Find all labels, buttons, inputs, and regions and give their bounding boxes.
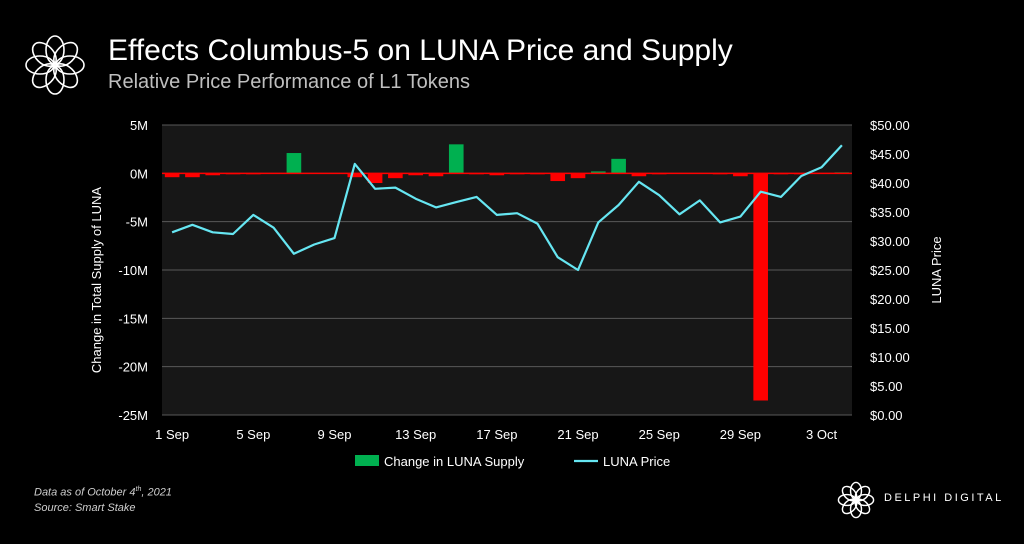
right-tick-label: $15.00 (870, 321, 910, 336)
supply-bar (408, 173, 423, 176)
right-axis-label: LUNA Price (929, 236, 944, 303)
left-tick-label: -20M (118, 360, 148, 375)
right-tick-label: $10.00 (870, 350, 910, 365)
left-tick-label: -10M (118, 263, 148, 278)
brand-flower-icon (837, 481, 875, 519)
supply-bar (448, 144, 464, 174)
luna-price-line (171, 144, 843, 272)
x-tick-label: 17 Sep (476, 427, 517, 442)
supply-bar (205, 173, 221, 176)
left-axis-label: Change in Total Supply of LUNA (89, 187, 104, 374)
supply-bar (591, 171, 606, 174)
chart-title: Effects Columbus-5 on LUNA Price and Sup… (108, 34, 733, 67)
legend-line-label: LUNA Price (603, 454, 670, 469)
brand-name: DELPHI DIGITAL (884, 492, 1004, 504)
x-tick-label: 3 Oct (806, 427, 837, 442)
supply-bar (489, 173, 505, 176)
right-tick-label: $5.00 (870, 379, 903, 394)
source-note: Source: Smart Stake (34, 502, 136, 514)
supply-bar (570, 173, 586, 179)
supply-bar (347, 173, 363, 178)
chart-subtitle: Relative Price Performance of L1 Tokens (108, 71, 471, 93)
x-tick-label: 13 Sep (395, 427, 436, 442)
right-tick-label: $20.00 (870, 292, 910, 307)
right-tick-label: $25.00 (870, 263, 910, 278)
legend-bar-swatch (355, 455, 379, 466)
left-tick-label: 5M (130, 118, 148, 133)
supply-bar (753, 173, 768, 401)
flower-logo-icon (25, 35, 85, 95)
right-tick-label: $50.00 (870, 118, 910, 133)
supply-bar (550, 173, 566, 182)
x-tick-label: 5 Sep (236, 427, 270, 442)
right-tick-label: $35.00 (870, 205, 910, 220)
supply-bar (367, 173, 383, 183)
supply-bar (631, 173, 647, 177)
x-tick-label: 1 Sep (155, 427, 189, 442)
left-tick-label: -5M (126, 215, 148, 230)
left-tick-label: 0M (130, 166, 148, 181)
supply-bar (388, 173, 403, 179)
supply-bar (733, 173, 748, 177)
supply-bar (164, 173, 180, 178)
legend-bar-label: Change in LUNA Supply (384, 454, 525, 469)
right-tick-label: $30.00 (870, 234, 910, 249)
right-tick-label: $40.00 (870, 176, 910, 191)
data-date-note: Data as of October 4th, 2021 (34, 486, 172, 499)
left-tick-label: -25M (118, 408, 148, 423)
supply-bar (611, 158, 626, 174)
legend: Change in LUNA Supply LUNA Price (355, 454, 670, 469)
left-tick-label: -15M (118, 311, 148, 326)
x-tick-label: 25 Sep (639, 427, 680, 442)
x-tick-label: 9 Sep (318, 427, 352, 442)
x-tick-label: 21 Sep (557, 427, 598, 442)
x-tick-label: 29 Sep (720, 427, 761, 442)
right-tick-label: $0.00 (870, 408, 903, 423)
supply-bar (185, 173, 200, 178)
supply-bar (286, 153, 302, 174)
supply-bar (428, 173, 444, 177)
brand-logo: DELPHI DIGITAL (836, 478, 1016, 522)
right-tick-label: $45.00 (870, 147, 910, 162)
